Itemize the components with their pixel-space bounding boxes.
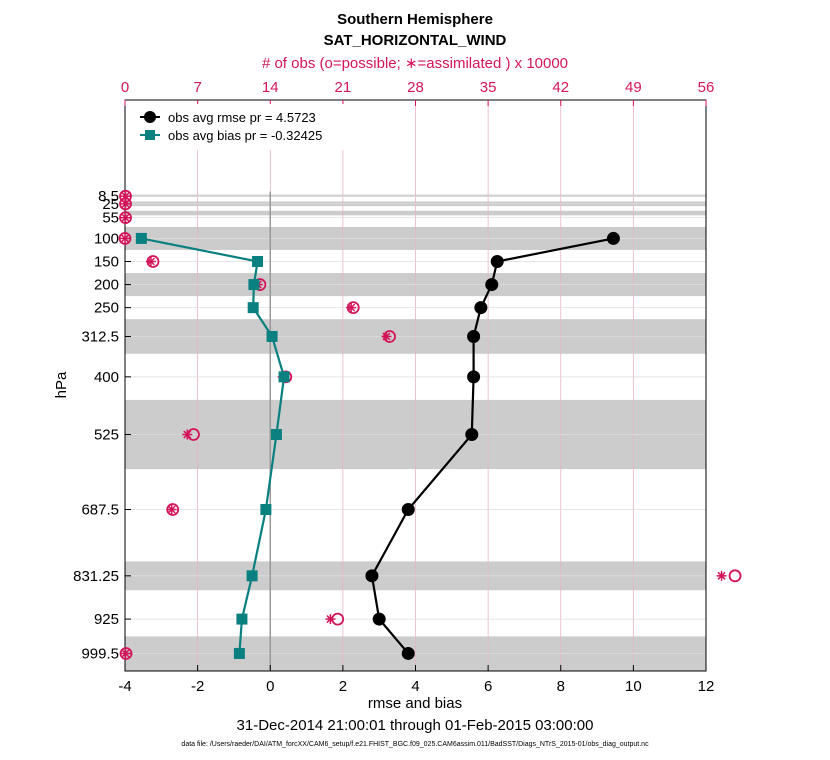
obs-possible-marker	[119, 211, 132, 225]
left-tick-label: 312.5	[81, 328, 119, 345]
top-tick-label: 35	[480, 79, 497, 96]
top-tick-label: 21	[335, 79, 352, 96]
asterisk-stroke	[121, 649, 130, 658]
obs-count-markers	[118, 189, 742, 660]
bias-point	[260, 504, 272, 516]
series-lines	[135, 231, 620, 660]
left-tick-label: 400	[94, 369, 119, 386]
bottom-tick-label: -4	[118, 678, 131, 695]
bottom-tick-label: 10	[625, 678, 642, 695]
bottom-tick-label: -2	[191, 678, 204, 695]
top-tick-label: 42	[552, 79, 569, 96]
rmse-point	[467, 329, 481, 343]
rmse-point	[467, 370, 481, 384]
top-tick-label: 49	[625, 79, 642, 96]
bottom-tick-label: 12	[698, 678, 715, 695]
left-tick-label: 525	[94, 427, 119, 444]
left-tick-label: 8.5	[98, 188, 119, 205]
bias-point	[246, 570, 258, 582]
obs-assimilated-marker	[166, 504, 177, 515]
legend-bias-marker	[145, 130, 155, 140]
legend-box	[133, 104, 378, 150]
chart-title: Southern Hemisphere	[337, 11, 493, 28]
asterisk-stroke	[382, 332, 391, 341]
rmse-point	[485, 278, 499, 292]
asterisk-stroke	[146, 257, 155, 266]
asterisk-stroke	[347, 303, 356, 312]
top-tick-label: 7	[193, 79, 201, 96]
left-tick-label: 687.5	[81, 502, 119, 519]
top-axis-label: # of obs (o=possible; ∗=assimilated ) x …	[262, 55, 568, 72]
obs-assimilated-marker	[120, 198, 131, 209]
asterisk-stroke	[167, 505, 176, 514]
left-tick-label: 150	[94, 253, 119, 270]
bias-point	[236, 613, 248, 625]
left-tick-label: 831.25	[73, 568, 119, 585]
rmse-point	[365, 569, 379, 583]
obs-possible-marker	[119, 197, 132, 211]
top-tick-label: 28	[407, 79, 424, 96]
bottom-tick-label: 4	[411, 678, 419, 695]
rmse-point	[401, 646, 415, 660]
date-range: 31-Dec-2014 21:00:01 through 01-Feb-2015…	[237, 717, 594, 734]
asterisk-stroke	[121, 213, 130, 222]
bias-point	[266, 330, 278, 342]
left-tick-label: 999.5	[81, 645, 119, 662]
rmse-point	[606, 231, 620, 245]
bottom-tick-label: 8	[557, 678, 565, 695]
bias-point	[135, 232, 147, 244]
rmse-point	[401, 503, 415, 517]
obs-possible-marker	[118, 232, 132, 245]
x-axis-label: rmse and bias	[368, 695, 462, 712]
asterisk-stroke	[717, 571, 726, 580]
legend-rmse-marker	[144, 111, 156, 123]
bias-point	[278, 371, 290, 383]
bottom-ticks: -4 -2 0 2 4 6 8 10 12	[118, 665, 714, 695]
rmse-point	[490, 254, 504, 268]
left-tick-label: 250	[94, 300, 119, 317]
left-tick-label: 200	[94, 277, 119, 294]
obs-assimilated-marker	[145, 256, 156, 267]
left-tick-label: 25	[102, 196, 119, 213]
top-ticks: 0 7 14 21 28 35 42 49 56	[121, 79, 715, 106]
left-tick-label: 100	[94, 230, 119, 247]
obs-possible-marker	[728, 569, 742, 583]
top-tick-label: 0	[121, 79, 129, 96]
y-axis-label: hPa	[53, 371, 70, 398]
obs-assimilated-marker	[381, 331, 392, 342]
bias-point	[248, 279, 260, 291]
bias-point	[270, 429, 282, 441]
rmse-point	[474, 301, 488, 315]
bias-point	[247, 302, 259, 314]
left-tick-label: 55	[102, 210, 119, 227]
obs-assimilated-marker	[120, 233, 130, 244]
bias-point	[252, 255, 264, 267]
obs-assimilated-marker	[716, 570, 727, 581]
bias-point	[233, 647, 245, 659]
asterisk-stroke	[326, 615, 335, 624]
left-tick-label: 925	[94, 611, 119, 628]
rmse-point	[465, 428, 479, 442]
data-file-path: data file: /Users/raeder/DAI/ATM_forcXX/…	[181, 741, 649, 748]
legend-bias-label: obs avg bias pr = -0.32425	[168, 128, 322, 143]
rmse-point	[372, 612, 386, 626]
obs-assimilated-marker	[120, 212, 131, 223]
bottom-tick-label: 6	[484, 678, 492, 695]
obs-assimilated-marker	[182, 429, 193, 440]
asterisk-stroke	[183, 430, 192, 439]
bottom-tick-label: 0	[266, 678, 274, 695]
bottom-tick-label: 2	[339, 678, 347, 695]
legend-rmse-label: obs avg rmse pr = 4.5723	[168, 110, 316, 125]
top-tick-label: 56	[698, 79, 715, 96]
obs-assimilated-marker	[325, 614, 336, 625]
chart-subtitle: SAT_HORIZONTAL_WIND	[324, 32, 507, 49]
legend: obs avg rmse pr = 4.5723 obs avg bias pr…	[133, 104, 378, 150]
obs-assimilated-marker	[346, 302, 357, 313]
top-tick-label: 14	[262, 79, 279, 96]
asterisk-stroke	[120, 234, 130, 243]
obs-assimilated-marker	[120, 648, 131, 659]
asterisk-stroke	[121, 199, 130, 208]
